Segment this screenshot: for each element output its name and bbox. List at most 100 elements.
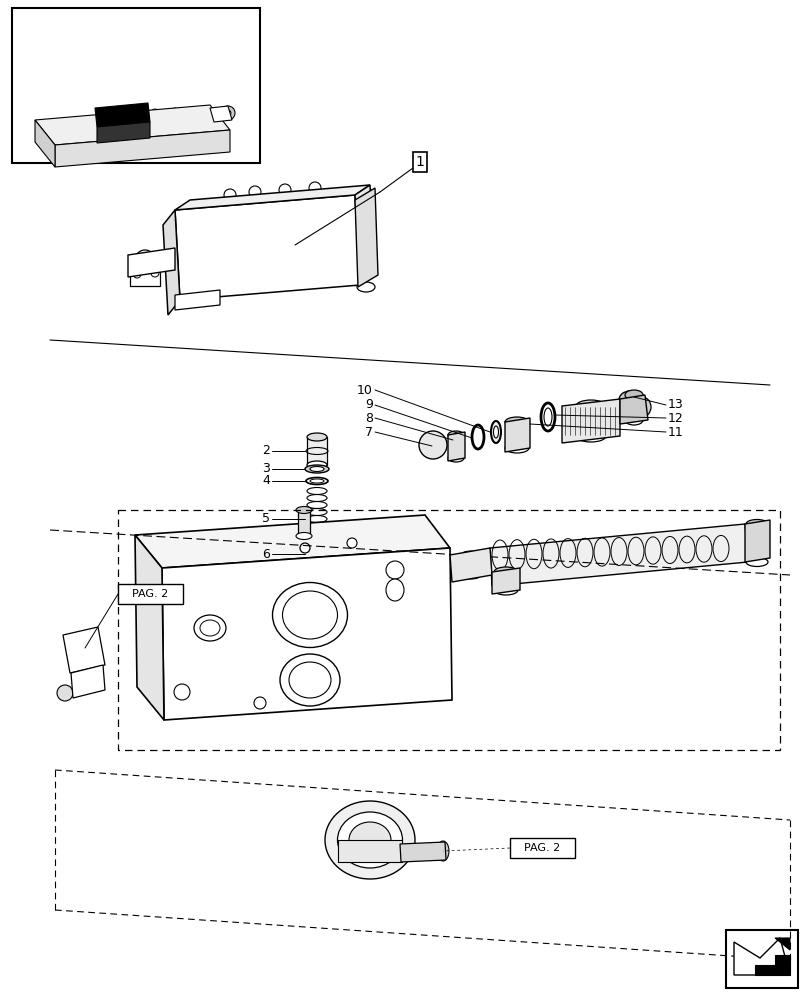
Ellipse shape: [461, 571, 480, 579]
Polygon shape: [97, 122, 150, 143]
Ellipse shape: [337, 812, 402, 868]
Ellipse shape: [296, 532, 311, 540]
Circle shape: [225, 110, 230, 116]
Polygon shape: [71, 665, 105, 698]
Ellipse shape: [745, 520, 767, 528]
Text: PAG. 2: PAG. 2: [523, 843, 560, 853]
Text: 6: 6: [262, 548, 270, 560]
Polygon shape: [354, 188, 378, 287]
Circle shape: [221, 106, 234, 120]
Ellipse shape: [297, 260, 319, 276]
Circle shape: [224, 189, 236, 201]
Polygon shape: [35, 105, 230, 145]
Polygon shape: [135, 515, 449, 568]
Text: 7: 7: [365, 426, 372, 438]
Polygon shape: [175, 195, 359, 300]
Polygon shape: [35, 120, 55, 167]
Polygon shape: [63, 627, 105, 673]
Bar: [12, 8, 260, 163]
Ellipse shape: [200, 620, 220, 636]
Polygon shape: [135, 535, 164, 720]
Bar: [130, 268, 160, 286]
Text: 2: 2: [262, 444, 270, 458]
Polygon shape: [210, 106, 232, 122]
Polygon shape: [163, 210, 180, 315]
Ellipse shape: [504, 417, 528, 427]
Polygon shape: [175, 290, 220, 310]
Ellipse shape: [280, 654, 340, 706]
Bar: [118, 584, 182, 604]
Circle shape: [309, 182, 320, 194]
Polygon shape: [400, 842, 445, 862]
Polygon shape: [175, 185, 370, 210]
Ellipse shape: [575, 400, 605, 412]
Ellipse shape: [493, 426, 498, 438]
Ellipse shape: [272, 582, 347, 648]
Circle shape: [80, 674, 94, 688]
Bar: [725, 930, 797, 988]
Ellipse shape: [436, 841, 448, 861]
Text: 12: 12: [667, 412, 683, 424]
Circle shape: [133, 270, 141, 278]
Circle shape: [307, 537, 327, 557]
Bar: [307, 437, 327, 465]
Ellipse shape: [493, 585, 517, 595]
Ellipse shape: [493, 567, 517, 577]
Circle shape: [75, 655, 91, 671]
Ellipse shape: [461, 551, 480, 559]
Circle shape: [61, 121, 69, 129]
Polygon shape: [774, 938, 789, 950]
Ellipse shape: [296, 506, 311, 514]
Circle shape: [299, 543, 310, 553]
Polygon shape: [162, 548, 452, 720]
Ellipse shape: [624, 390, 642, 400]
Circle shape: [254, 697, 266, 709]
Ellipse shape: [618, 391, 640, 409]
Polygon shape: [55, 130, 230, 167]
Polygon shape: [449, 548, 491, 582]
Text: 11: 11: [667, 426, 683, 438]
Ellipse shape: [194, 615, 225, 641]
Text: 4: 4: [262, 475, 270, 488]
Text: 10: 10: [357, 383, 372, 396]
Ellipse shape: [357, 195, 375, 205]
Ellipse shape: [349, 822, 391, 858]
Circle shape: [309, 553, 324, 569]
Circle shape: [346, 538, 357, 548]
Circle shape: [418, 431, 446, 459]
Text: 5: 5: [262, 512, 270, 526]
Text: 8: 8: [365, 412, 372, 424]
Bar: [509, 838, 574, 858]
Circle shape: [151, 269, 159, 277]
Text: 9: 9: [365, 398, 372, 412]
Polygon shape: [128, 248, 175, 277]
Polygon shape: [354, 185, 375, 285]
Circle shape: [174, 684, 190, 700]
Circle shape: [73, 635, 89, 651]
Circle shape: [57, 685, 73, 701]
Ellipse shape: [633, 397, 650, 417]
Ellipse shape: [357, 282, 375, 292]
Ellipse shape: [230, 230, 249, 244]
Ellipse shape: [307, 461, 327, 469]
Ellipse shape: [385, 579, 404, 601]
Ellipse shape: [298, 244, 318, 259]
Polygon shape: [744, 520, 769, 562]
Text: PAG. 2: PAG. 2: [131, 589, 168, 599]
Ellipse shape: [575, 430, 605, 442]
Polygon shape: [561, 399, 620, 443]
Circle shape: [171, 108, 178, 116]
Ellipse shape: [324, 801, 414, 879]
Text: 1: 1: [415, 155, 424, 169]
Polygon shape: [504, 418, 530, 452]
Bar: [298, 510, 310, 536]
Circle shape: [249, 186, 260, 198]
Text: 3: 3: [262, 462, 270, 476]
Ellipse shape: [448, 454, 463, 462]
Polygon shape: [754, 955, 789, 975]
Ellipse shape: [305, 465, 328, 473]
Ellipse shape: [289, 662, 331, 698]
Circle shape: [311, 542, 322, 552]
Ellipse shape: [624, 415, 642, 425]
Ellipse shape: [448, 431, 463, 439]
